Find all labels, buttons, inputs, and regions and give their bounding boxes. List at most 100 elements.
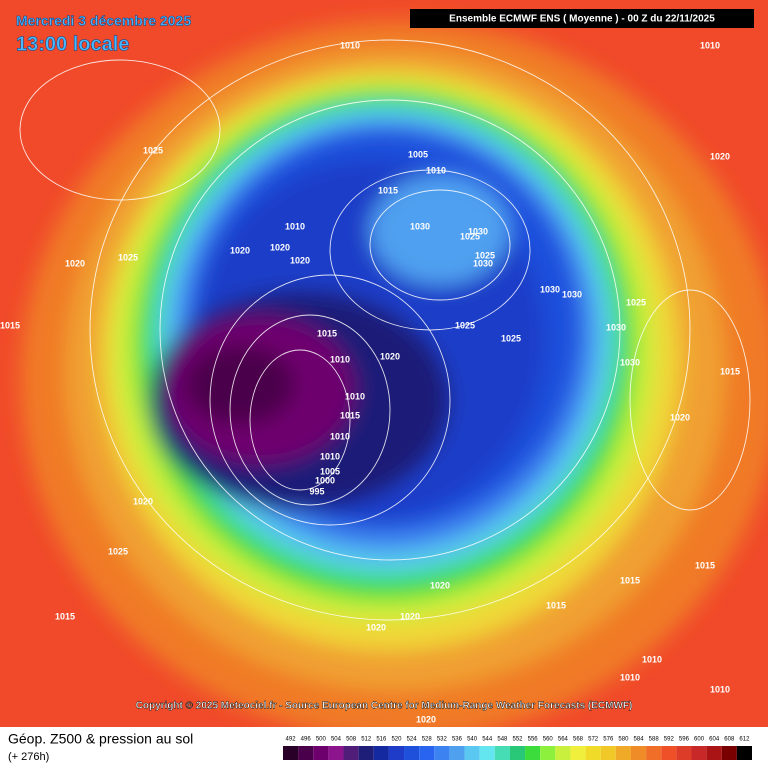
height-field bbox=[0, 0, 768, 740]
scale-label: 500 bbox=[316, 737, 327, 743]
scale-swatch bbox=[373, 746, 389, 760]
scale-label: 520 bbox=[391, 737, 402, 743]
scale-swatch bbox=[570, 746, 586, 760]
scale-label: 516 bbox=[376, 737, 387, 743]
isobar-label: 1015 bbox=[317, 328, 337, 338]
scale-label: 580 bbox=[618, 737, 629, 743]
isobar-label: 1020 bbox=[416, 714, 436, 724]
isobar-label: 1010 bbox=[620, 672, 640, 682]
scale-swatch bbox=[298, 746, 314, 760]
copyright: Copyright © 2025 Meteociel.fr - Source E… bbox=[136, 701, 633, 712]
isobar-label: 1010 bbox=[642, 654, 662, 664]
scale-label: 564 bbox=[558, 737, 569, 743]
date: Mercredi 3 décembre 2025 bbox=[16, 13, 191, 29]
model-box bbox=[410, 9, 754, 28]
scale-label: 544 bbox=[482, 737, 493, 743]
isobar-label: 1020 bbox=[710, 151, 730, 161]
scale-swatch bbox=[661, 746, 677, 760]
scale-swatch bbox=[615, 746, 631, 760]
scale-label: 536 bbox=[452, 737, 463, 743]
isobar-label: 1025 bbox=[460, 231, 480, 241]
isobar-label: 1015 bbox=[720, 366, 740, 376]
scale-label: 584 bbox=[634, 737, 645, 743]
isobar-label: 1005 bbox=[320, 466, 340, 476]
scale-swatch bbox=[358, 746, 374, 760]
isobar-label: 1005 bbox=[408, 149, 428, 159]
scale-label: 508 bbox=[346, 737, 357, 743]
scale-swatch bbox=[419, 746, 435, 760]
scale-label: 512 bbox=[361, 737, 372, 743]
scale-swatch bbox=[525, 746, 541, 760]
scale-label: 612 bbox=[739, 737, 750, 743]
isobar-label: 1025 bbox=[143, 145, 163, 155]
isobar-label: 995 bbox=[309, 486, 324, 496]
scale-label: 588 bbox=[649, 737, 660, 743]
isobar-label: 1030 bbox=[540, 284, 560, 294]
isobar-label: 1025 bbox=[455, 320, 475, 330]
isobar-label: 1020 bbox=[270, 242, 290, 252]
isobar-label: 1010 bbox=[330, 354, 350, 364]
scale-swatch bbox=[721, 746, 737, 760]
isobar-label: 1010 bbox=[320, 451, 340, 461]
isobar-label: 1020 bbox=[380, 351, 400, 361]
isobar-label: 1015 bbox=[546, 600, 566, 610]
scale-swatch bbox=[328, 746, 344, 760]
scale-label: 524 bbox=[407, 737, 418, 743]
scale-swatch bbox=[509, 746, 526, 760]
isobar-label: 1030 bbox=[620, 357, 640, 367]
scale-swatch bbox=[600, 746, 616, 760]
scale-label: 492 bbox=[286, 737, 297, 743]
isobar-label: 1010 bbox=[285, 221, 305, 231]
scale-swatch bbox=[313, 746, 329, 760]
isobar-label: 1030 bbox=[473, 258, 493, 268]
scale-label: 496 bbox=[301, 737, 312, 743]
scale-swatch bbox=[540, 746, 556, 760]
isobar-label: 1010 bbox=[426, 165, 446, 175]
scale-swatch bbox=[494, 746, 510, 760]
scale-label: 568 bbox=[573, 737, 584, 743]
isobar-label: 1015 bbox=[695, 560, 715, 570]
isobar-label: 1025 bbox=[501, 333, 521, 343]
scale-swatch bbox=[555, 746, 571, 760]
scale-swatch bbox=[706, 746, 722, 760]
isobar-label: 1025 bbox=[108, 546, 128, 556]
scale-swatch bbox=[434, 746, 450, 760]
scale-label: 504 bbox=[331, 737, 342, 743]
isobar-label: 1025 bbox=[626, 297, 646, 307]
scale-label: 532 bbox=[437, 737, 448, 743]
isobar-label: 1020 bbox=[65, 258, 85, 268]
isobar-label: 1025 bbox=[475, 250, 495, 260]
isobar-label: 1010 bbox=[330, 431, 350, 441]
isobar-label: 1020 bbox=[670, 412, 690, 422]
isobar-label: 1030 bbox=[562, 289, 582, 299]
isobar-label: 1010 bbox=[345, 391, 365, 401]
isobar-label: 1030 bbox=[468, 226, 488, 236]
scale-swatch bbox=[585, 746, 601, 760]
color-scale: 492 496 500 504 508 512 516 520 524 528 532 536 540 5… bbox=[283, 737, 752, 760]
scale-label: 552 bbox=[512, 737, 523, 743]
scale-label: 528 bbox=[422, 737, 433, 743]
scale-swatch bbox=[464, 746, 480, 760]
scale-swatch bbox=[404, 746, 420, 760]
scale-swatch bbox=[630, 746, 647, 760]
scale-swatch bbox=[676, 746, 692, 760]
isobar-label: 1030 bbox=[410, 221, 430, 231]
footer-lead: (+ 276h) bbox=[8, 751, 49, 763]
isobar-label: 1015 bbox=[55, 611, 75, 621]
scale-swatch bbox=[691, 746, 707, 760]
isobar-label: 1020 bbox=[290, 255, 310, 265]
scale-label: 540 bbox=[467, 737, 478, 743]
scale-swatch bbox=[736, 746, 752, 760]
scale-swatch bbox=[388, 746, 405, 760]
isobar-label: 1010 bbox=[710, 684, 730, 694]
isobar-label: 1030 bbox=[606, 322, 626, 332]
time: 13:00 locale bbox=[16, 33, 129, 55]
scale-label: 604 bbox=[709, 737, 720, 743]
isobar-label: 1015 bbox=[620, 575, 640, 585]
isobar-label: 1025 bbox=[118, 252, 138, 262]
isobar-label: 1020 bbox=[133, 496, 153, 506]
scale-swatch bbox=[343, 746, 359, 760]
isobar-label: 1020 bbox=[230, 245, 250, 255]
scale-label: 596 bbox=[679, 737, 690, 743]
